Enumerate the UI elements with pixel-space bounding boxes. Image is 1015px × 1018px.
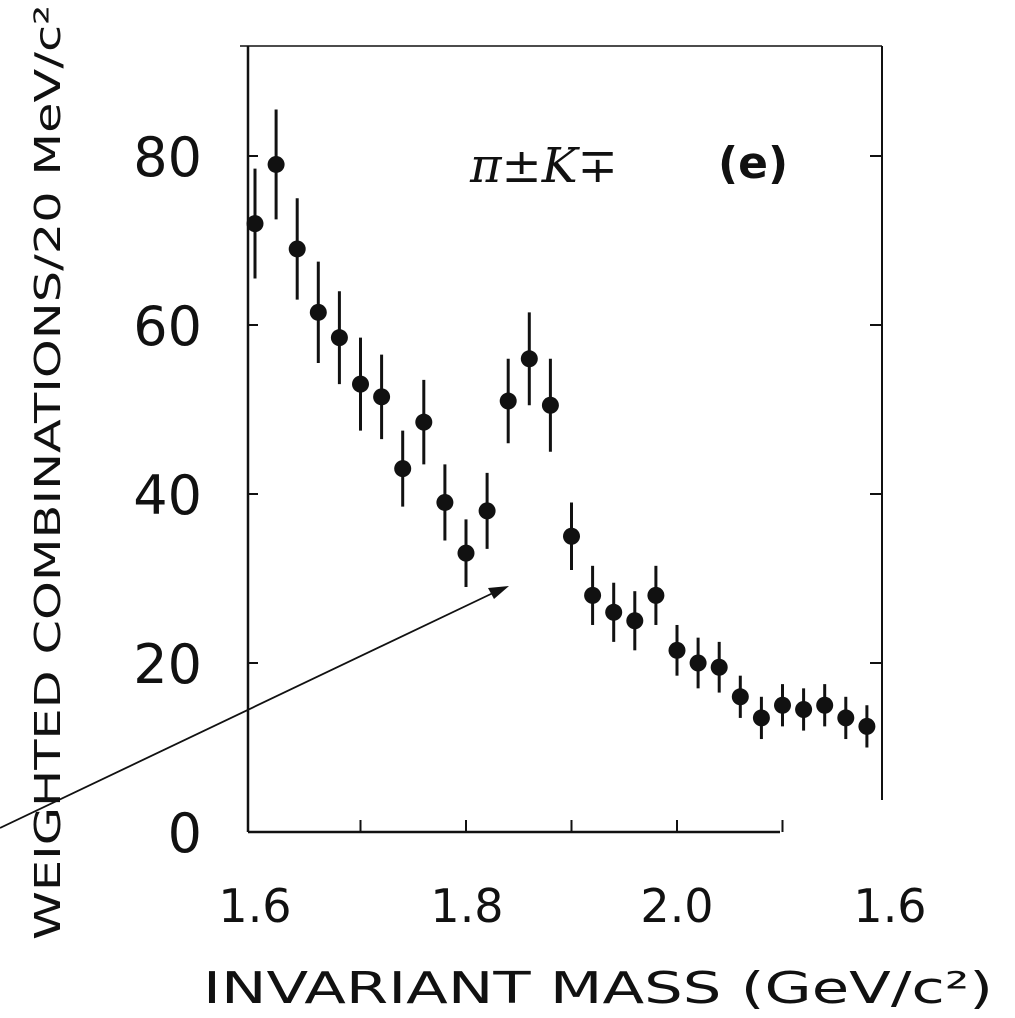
data-point	[288, 240, 306, 258]
pointer-arrow	[0, 586, 509, 829]
y-tick-label: 0	[168, 802, 202, 865]
data-point	[584, 586, 602, 604]
x-tick-label: 2.0	[640, 879, 713, 933]
data-point	[837, 709, 855, 727]
data-point	[436, 493, 454, 511]
data-point	[373, 388, 391, 406]
data-point	[246, 215, 264, 233]
data-point	[816, 696, 834, 714]
y-tick-label: 60	[133, 295, 202, 358]
data-point	[668, 641, 686, 659]
data-point	[858, 717, 876, 735]
data-point	[563, 527, 580, 545]
data-point	[457, 544, 475, 562]
data-point	[520, 350, 538, 368]
data-point	[415, 413, 433, 431]
data-point	[394, 460, 412, 478]
x-tick-label: 1.6	[853, 879, 926, 933]
data-point	[689, 654, 707, 672]
data-point	[795, 700, 813, 718]
data-point	[774, 696, 791, 714]
data-point	[352, 375, 369, 393]
y-tick-label: 20	[133, 633, 202, 696]
data-point	[330, 329, 348, 347]
plot-frame	[240, 45, 883, 834]
data-point	[541, 396, 559, 414]
x-axis-title: INVARIANT MASS (GeV/c²)	[203, 963, 993, 1014]
data-point	[478, 502, 496, 520]
data-point	[647, 586, 665, 604]
data-point	[267, 155, 285, 173]
data-point	[731, 688, 749, 706]
data-point	[752, 709, 770, 727]
y-tick-label: 40	[133, 464, 202, 527]
panel-label: (e)	[718, 138, 788, 189]
particle-annotation: π±K∓	[469, 138, 618, 194]
data-point	[499, 392, 517, 410]
y-axis-title: WEIGHTED COMBINATIONS/20 MeV/c²	[28, 5, 69, 940]
x-tick-label: 1.8	[430, 879, 503, 933]
y-tick-label: 80	[133, 126, 202, 189]
data-point	[710, 658, 728, 676]
data-point	[605, 603, 623, 621]
x-tick-label: 1.6	[218, 879, 291, 933]
data-point	[626, 612, 644, 630]
data-point	[309, 303, 327, 321]
